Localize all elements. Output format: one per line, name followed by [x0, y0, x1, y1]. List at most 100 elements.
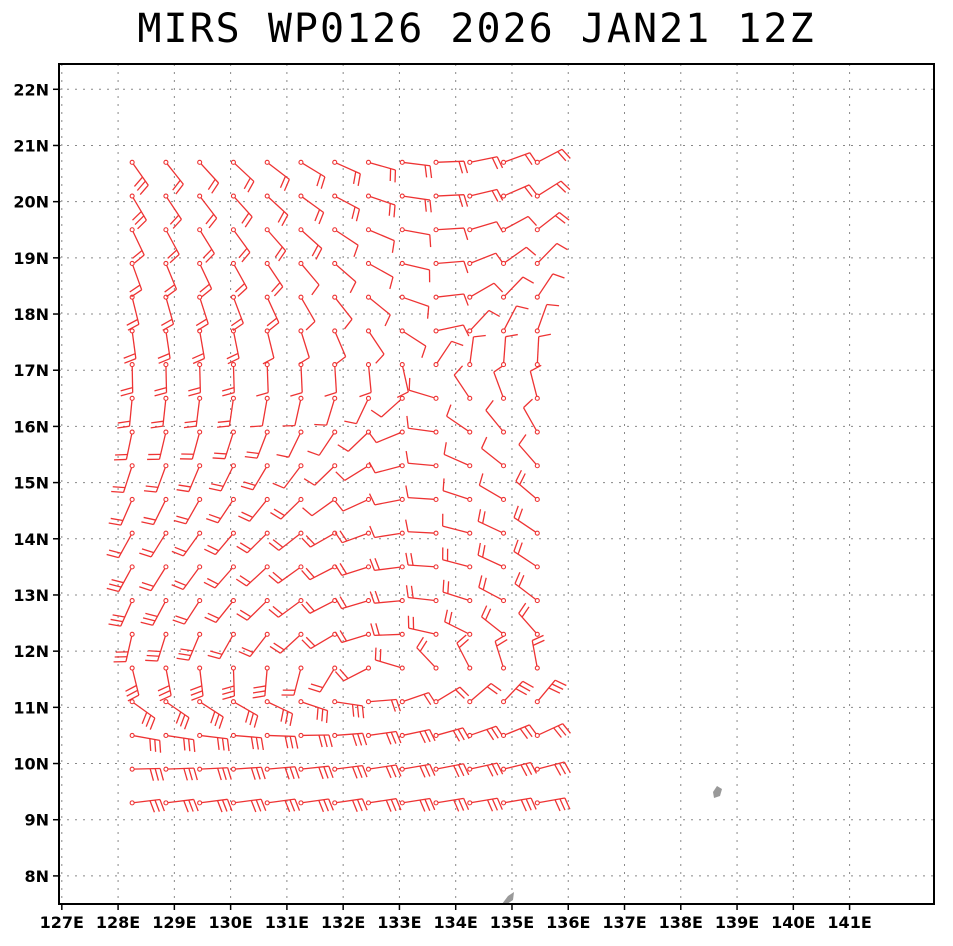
wind-barb — [433, 227, 469, 241]
wind-barb — [129, 798, 165, 813]
wind-barb — [369, 557, 405, 572]
wind-barb — [126, 294, 140, 331]
wind-barb — [307, 429, 338, 456]
x-tick-label: 133E — [377, 913, 421, 932]
x-tick-label: 131E — [265, 913, 309, 932]
wind-barb — [368, 493, 405, 506]
wind-barb — [332, 798, 368, 812]
wind-barb — [500, 797, 537, 812]
wind-barb — [240, 463, 270, 491]
wind-barb — [268, 564, 304, 584]
wind-barb — [365, 328, 385, 364]
wind-barb — [433, 727, 470, 742]
wind-barb — [230, 732, 264, 751]
wind-barb — [534, 723, 571, 738]
y-tick-label: 8N — [24, 867, 49, 886]
wind-barb — [433, 340, 464, 368]
y-tick-label: 11N — [13, 698, 49, 717]
wind-barb — [120, 362, 135, 397]
wind-barb — [230, 699, 259, 728]
wind-barb — [171, 530, 203, 557]
wind-barb — [157, 328, 171, 364]
wind-barb — [534, 333, 551, 368]
wind-barb — [204, 530, 236, 556]
wind-barb — [500, 333, 518, 368]
wind-barb — [500, 724, 538, 739]
wind-barb — [433, 159, 469, 174]
wind-barb — [534, 303, 560, 334]
y-tick-label: 9N — [24, 811, 49, 830]
wind-barb — [365, 159, 397, 183]
wind-barb — [332, 732, 368, 747]
wind-barb — [500, 152, 538, 166]
wind-barb — [173, 496, 203, 525]
wind-barb — [534, 148, 571, 165]
wind-barb — [442, 579, 473, 604]
x-tick-label: 140E — [771, 913, 815, 932]
wind-barb — [485, 400, 507, 435]
wind-barb — [256, 362, 270, 397]
wind-barb — [399, 159, 433, 179]
wind-barb — [141, 496, 169, 526]
wind-barb — [125, 665, 140, 702]
x-tick-label: 128E — [96, 913, 140, 932]
wind-barb — [531, 634, 545, 671]
wind-barb — [108, 598, 135, 627]
wind-barb — [513, 505, 540, 536]
wind-barb — [139, 564, 169, 592]
wind-barb — [405, 585, 439, 604]
wind-barb — [163, 732, 196, 753]
wind-barb — [478, 473, 507, 503]
wind-barb — [230, 798, 267, 813]
wind-barb — [433, 293, 469, 306]
x-tick-label: 129E — [152, 913, 196, 932]
wind-barb — [226, 328, 240, 365]
wind-barb — [467, 682, 502, 705]
wind-barb — [399, 692, 437, 706]
wind-barb — [500, 761, 538, 777]
wind-barb — [500, 680, 534, 705]
land-patches — [502, 786, 722, 904]
wind-barb — [197, 732, 230, 752]
wind-barb — [433, 324, 470, 337]
wind-barb — [298, 193, 325, 225]
wind-barb — [359, 362, 372, 398]
wind-barb — [222, 362, 236, 397]
wind-barb — [264, 732, 299, 749]
wind-barb — [206, 496, 236, 524]
wind-barb — [129, 227, 145, 264]
wind-barb — [298, 294, 316, 331]
wind-barb — [129, 159, 149, 196]
wind-barb — [236, 598, 270, 621]
wind-barb — [238, 496, 270, 522]
wind-barb — [396, 362, 409, 399]
wind-barb — [433, 686, 470, 705]
wind-barb — [365, 764, 402, 779]
wind-barb — [264, 766, 300, 780]
wind-barb — [163, 227, 180, 264]
wind-barb — [230, 766, 266, 780]
x-tick-label: 138E — [659, 913, 703, 932]
wind-barb — [236, 530, 270, 554]
wind-barb — [399, 763, 436, 778]
map-title: MIRS WP0126 2026 JAN21 12Z — [137, 6, 816, 52]
y-tick-label: 12N — [13, 642, 49, 661]
wind-barb — [314, 395, 338, 426]
wind-barb — [163, 260, 178, 298]
wind-barb — [467, 334, 486, 368]
wind-barb — [123, 328, 137, 364]
wind-barb — [176, 631, 203, 661]
y-tick-label: 10N — [13, 755, 49, 774]
land-patch-south — [502, 892, 514, 904]
wind-barb — [197, 699, 224, 729]
wind-barb — [467, 762, 504, 777]
wind-barb — [405, 519, 439, 536]
wind-barb — [161, 294, 175, 331]
wind-barb — [117, 395, 135, 429]
wind-barb — [108, 496, 135, 526]
wind-barb — [230, 260, 248, 297]
wind-barb — [252, 665, 270, 699]
wind-barb — [171, 564, 203, 591]
wind-barb — [334, 665, 372, 682]
wind-barb — [334, 596, 372, 610]
